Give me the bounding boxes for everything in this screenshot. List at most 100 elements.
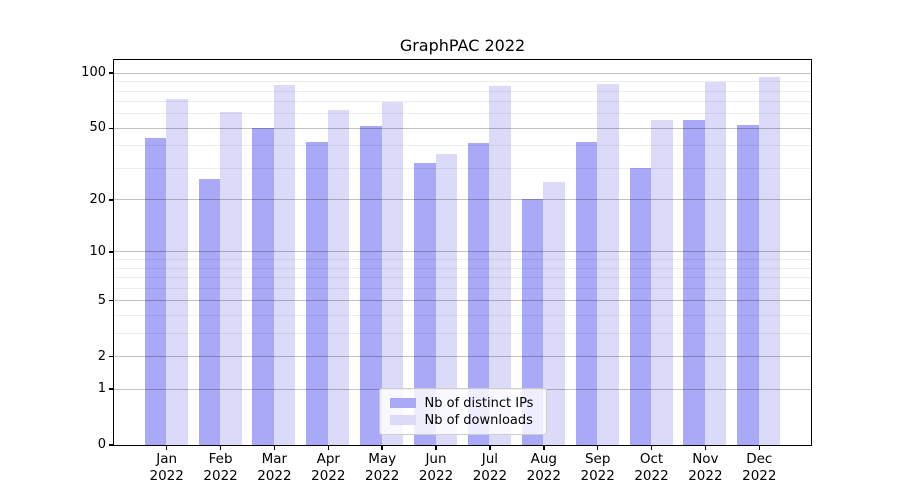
x-tick-mark <box>543 445 545 450</box>
x-tick-month: Jul <box>481 451 499 467</box>
minor-gridline-6 <box>113 287 811 289</box>
bar-ips-mar <box>252 127 274 445</box>
x-tick-year: 2022 <box>365 468 400 484</box>
bar-downloads-jun <box>435 153 458 445</box>
y-tick-mark <box>109 199 114 201</box>
x-tick-year: 2022 <box>634 468 669 484</box>
bar-downloads-aug <box>543 182 565 445</box>
x-tick-month: Dec <box>746 451 773 467</box>
bar-downloads-jan <box>166 98 188 445</box>
x-tick-label-sep: Sep 2022 <box>566 451 630 485</box>
major-gridline-20 <box>113 199 811 201</box>
x-tick-label-jul: Jul 2022 <box>458 451 522 485</box>
plot-area: Nb of distinct IPs Nb of downloads <box>112 58 812 446</box>
major-gridline-50 <box>113 127 811 129</box>
x-tick-label-jan: Jan 2022 <box>135 451 199 485</box>
x-tick-label-oct: Oct 2022 <box>620 451 684 485</box>
y-tick-mark <box>109 127 114 129</box>
y-tick-mark <box>109 444 114 446</box>
bar-ips-jul <box>467 143 490 445</box>
x-tick-year: 2022 <box>742 468 777 484</box>
x-tick-label-may: May 2022 <box>350 451 414 485</box>
x-tick-mark <box>704 445 707 450</box>
bar-downloads-may <box>381 102 404 445</box>
x-tick-month: Jan <box>156 451 178 467</box>
bar-ips-feb <box>198 179 221 445</box>
x-tick-year: 2022 <box>472 468 508 484</box>
minor-gridline-40 <box>113 145 811 147</box>
y-tick-label-2: 2 <box>97 348 106 364</box>
x-tick-mark <box>165 445 168 450</box>
x-tick-label-mar: Mar 2022 <box>242 451 306 485</box>
bar-ips-may <box>360 126 382 445</box>
x-tick-year: 2022 <box>688 468 723 484</box>
x-tick-year: 2022 <box>149 468 184 484</box>
x-tick-label-apr: Apr 2022 <box>296 451 360 485</box>
legend-row-downloads: Nb of downloads <box>389 412 538 429</box>
major-gridline-5 <box>113 300 811 302</box>
bar-downloads-sep <box>597 83 619 445</box>
y-tick-label-10: 10 <box>89 243 106 259</box>
bar-ips-dec <box>737 124 759 445</box>
x-tick-mark <box>273 445 276 450</box>
x-tick-mark <box>219 445 222 450</box>
minor-gridline-7 <box>113 277 811 278</box>
x-tick-month: Apr <box>316 451 340 467</box>
bar-downloads-nov <box>704 82 727 445</box>
x-tick-mark <box>650 445 653 450</box>
minor-gridline-8 <box>113 267 811 269</box>
bar-ips-nov <box>683 120 705 445</box>
bar-downloads-jul <box>489 85 511 445</box>
x-tick-mark <box>758 445 760 450</box>
major-gridline-100 <box>113 72 811 74</box>
y-tick-label-0: 0 <box>97 437 106 452</box>
y-tick-label-5: 5 <box>97 292 106 308</box>
y-tick-mark <box>109 251 114 253</box>
x-tick-mark <box>489 445 491 450</box>
bar-downloads-mar <box>273 84 296 445</box>
legend: Nb of distinct IPs Nb of downloads <box>378 387 547 435</box>
x-tick-year: 2022 <box>580 468 615 484</box>
y-tick-mark <box>109 388 114 390</box>
x-tick-label-jun: Jun 2022 <box>404 451 468 485</box>
y-tick-label-1: 1 <box>97 381 106 397</box>
x-tick-month: May <box>368 451 397 467</box>
bar-ips-sep <box>575 141 598 445</box>
minor-gridline-60 <box>113 113 811 115</box>
minor-gridline-30 <box>113 167 811 169</box>
x-tick-year: 2022 <box>526 468 561 484</box>
y-tick-mark <box>109 299 114 302</box>
x-tick-year: 2022 <box>257 468 292 484</box>
x-tick-year: 2022 <box>311 468 346 484</box>
bar-ips-aug <box>521 199 544 445</box>
bar-downloads-feb <box>220 112 242 445</box>
major-gridline-10 <box>113 251 811 253</box>
y-tick-label-100: 100 <box>81 65 106 81</box>
minor-gridline-4 <box>113 314 811 316</box>
legend-swatch-icon <box>389 415 416 425</box>
x-tick-label-feb: Feb 2022 <box>189 451 253 485</box>
bar-downloads-oct <box>651 120 673 445</box>
x-tick-month: Jun <box>425 451 447 467</box>
bar-ips-jan <box>144 137 167 445</box>
legend-label: Nb of downloads <box>424 412 533 428</box>
legend-label: Nb of distinct IPs <box>424 395 534 411</box>
y-tick-label-20: 20 <box>89 191 106 207</box>
x-tick-month: Sep <box>584 451 611 467</box>
x-tick-month: Nov <box>692 451 719 467</box>
x-tick-mark <box>435 445 437 450</box>
x-tick-month: Aug <box>530 451 557 467</box>
x-tick-label-nov: Nov 2022 <box>673 451 737 485</box>
x-tick-mark <box>381 445 383 450</box>
x-tick-year: 2022 <box>203 468 238 484</box>
chart-title: GraphPAC 2022 <box>399 36 526 55</box>
x-tick-month: Oct <box>639 451 664 467</box>
bar-ips-jun <box>414 162 436 445</box>
x-tick-label-dec: Dec 2022 <box>727 451 791 485</box>
bar-downloads-apr <box>327 109 350 445</box>
x-tick-month: Feb <box>208 451 233 467</box>
legend-row-ips: Nb of distinct IPs <box>389 395 538 412</box>
minor-gridline-80 <box>113 90 811 92</box>
x-tick-mark <box>596 445 599 450</box>
